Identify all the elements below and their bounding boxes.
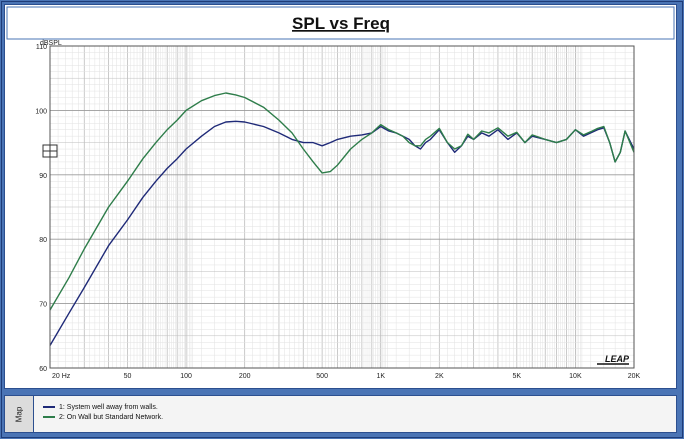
y-tick-label: 80 bbox=[39, 237, 47, 244]
series-line-1 bbox=[49, 120, 635, 346]
chart-panel: SPL vs Freq dBSPL 20 Hz 50 100 200 500 1K 2K 5K… bbox=[4, 4, 677, 389]
legend-label-series-1: 1: System well away from walls. bbox=[59, 403, 158, 411]
y-tick-label: 110 bbox=[36, 44, 47, 51]
legend-swatch-series-2 bbox=[43, 416, 55, 418]
grid bbox=[50, 46, 634, 368]
y-axis-label: dBSPL bbox=[40, 40, 62, 47]
svg-text:LEAP: LEAP bbox=[605, 354, 630, 364]
y-tick-label: 90 bbox=[39, 173, 47, 180]
legend-label-series-2: 2: On Wall but Standard Network. bbox=[59, 413, 164, 421]
leap-logo: LEAP bbox=[597, 354, 630, 365]
x-tick-label: 2K bbox=[435, 373, 444, 380]
legend-item-series-2[interactable]: 2: On Wall but Standard Network. bbox=[43, 412, 163, 422]
x-tick-label: 20K bbox=[628, 373, 641, 380]
x-tick-label: 1K bbox=[376, 373, 385, 380]
y-tick-label: 100 bbox=[35, 108, 47, 115]
y-tick-label: 70 bbox=[39, 302, 47, 309]
x-tick-label: 5K bbox=[513, 373, 522, 380]
cursor-marker[interactable] bbox=[42, 144, 58, 158]
x-tick-label: 20 Hz bbox=[52, 373, 71, 380]
x-tick-label: 50 bbox=[124, 373, 132, 380]
chart-title: SPL vs Freq bbox=[292, 14, 390, 33]
x-tick-label: 200 bbox=[239, 373, 251, 380]
legend-swatch-series-1 bbox=[43, 406, 55, 408]
series-layer bbox=[49, 92, 635, 346]
map-tab-label: Map bbox=[14, 406, 24, 422]
legend-panel: Map 1: System well away from walls. 2: O… bbox=[4, 395, 677, 433]
legend-item-series-1[interactable]: 1: System well away from walls. bbox=[43, 402, 158, 412]
x-tick-label: 500 bbox=[316, 373, 328, 380]
x-tick-label: 10K bbox=[569, 373, 582, 380]
y-tick-label: 60 bbox=[39, 366, 47, 373]
spl-vs-freq-chart[interactable]: SPL vs Freq dBSPL 20 Hz 50 100 200 500 1K 2K 5K… bbox=[5, 5, 678, 390]
series-line-2 bbox=[49, 92, 635, 311]
axis-tick-labels: 20 Hz 50 100 200 500 1K 2K 5K 10K 20K 60 70 80 90 100 1… bbox=[35, 44, 640, 380]
x-tick-label: 100 bbox=[180, 373, 192, 380]
map-tab[interactable]: Map bbox=[5, 396, 34, 432]
